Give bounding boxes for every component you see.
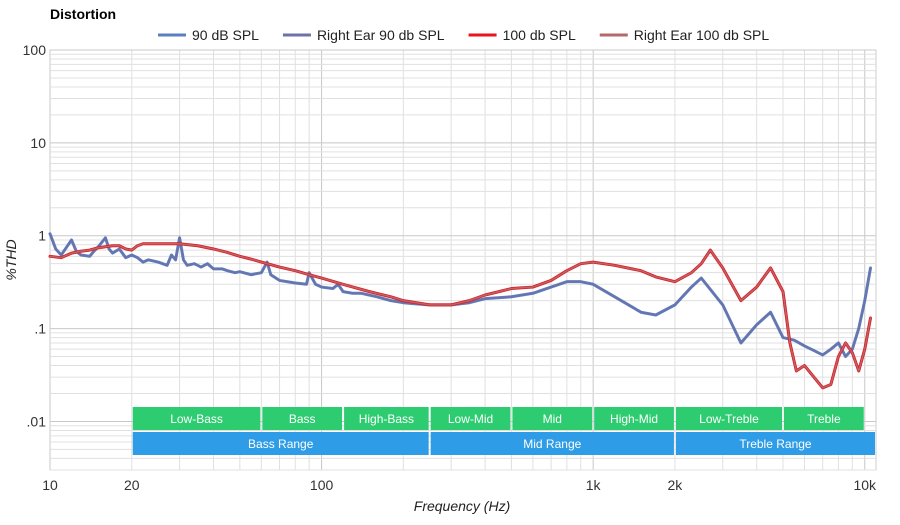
legend-label: Right Ear 90 db SPL bbox=[317, 27, 445, 43]
y-axis-label: %THD bbox=[3, 239, 19, 280]
band-label: High-Bass bbox=[359, 412, 414, 426]
band-box bbox=[132, 432, 429, 455]
legend-label: 100 db SPL bbox=[503, 27, 576, 43]
band-label: Treble bbox=[807, 412, 841, 426]
legend-label: 90 dB SPL bbox=[192, 27, 259, 43]
band-box bbox=[594, 407, 674, 430]
band-label: Mid bbox=[543, 412, 562, 426]
y-tick-label: 100 bbox=[23, 42, 47, 58]
band-box bbox=[132, 407, 261, 430]
series-layer bbox=[48, 232, 873, 390]
axis-ticks: 10 20 100 1k 2k 10k 100 10 1 .1 .01 bbox=[23, 42, 877, 493]
band-label: Mid Range bbox=[523, 437, 581, 451]
y-tick-label: 1 bbox=[38, 228, 46, 244]
band-label: Low-Mid bbox=[448, 412, 493, 426]
y-tick-label: .01 bbox=[27, 413, 47, 429]
x-tick-label: 1k bbox=[586, 477, 602, 493]
band-box bbox=[430, 407, 511, 430]
band-label: Treble Range bbox=[739, 437, 812, 451]
band-box bbox=[430, 432, 674, 455]
band-box bbox=[512, 407, 593, 430]
chart-title: Distortion bbox=[50, 6, 116, 22]
legend-label: Right Ear 100 db SPL bbox=[634, 27, 770, 43]
x-tick-label: 2k bbox=[668, 477, 684, 493]
band-box bbox=[262, 407, 343, 430]
x-tick-label: 10k bbox=[853, 477, 877, 493]
x-tick-label: 100 bbox=[310, 477, 334, 493]
band-box bbox=[344, 407, 429, 430]
band-box bbox=[675, 407, 783, 430]
band-label: Low-Treble bbox=[699, 412, 759, 426]
band-box bbox=[784, 407, 864, 430]
band-label: Bass Range bbox=[248, 437, 314, 451]
x-tick-label: 20 bbox=[124, 477, 140, 493]
frequency-bands: Low-Bass Bass High-Bass Low-Mid Mid High-Mid L… bbox=[132, 407, 875, 455]
x-axis-label: Frequency (Hz) bbox=[414, 498, 510, 514]
y-tick-label: .1 bbox=[34, 321, 46, 337]
band-label: High-Mid bbox=[610, 412, 658, 426]
band-label: Low-Bass bbox=[170, 412, 223, 426]
legend: 90 dB SPL Right Ear 90 db SPL 100 db SPL Ri… bbox=[158, 27, 769, 43]
series-line bbox=[49, 242, 872, 389]
series-line bbox=[49, 233, 872, 358]
band-label: Bass bbox=[289, 412, 316, 426]
band-box bbox=[675, 432, 875, 455]
y-tick-label: 10 bbox=[30, 135, 46, 151]
x-tick-label: 10 bbox=[42, 477, 58, 493]
